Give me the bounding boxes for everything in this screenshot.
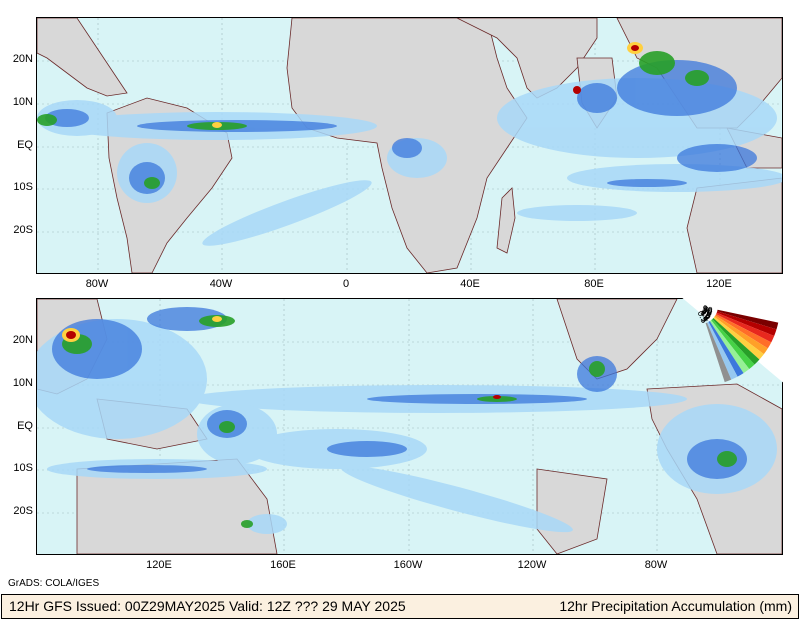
legend-value-label: 1 <box>699 315 710 324</box>
legend-color-wedge <box>714 315 768 355</box>
credit-label: GrADS: COLA/IGES <box>8 578 100 589</box>
bottom-map-panel <box>36 298 783 555</box>
bottom-lon-label: 120E <box>146 559 172 571</box>
legend-color-wedge <box>709 320 750 374</box>
bottom-map-graphic <box>37 299 782 554</box>
legend-color-wedge <box>711 319 755 370</box>
top-map-panel <box>36 17 783 274</box>
legend-color-wedge <box>716 312 775 343</box>
top-lat-label: 20N <box>12 53 33 65</box>
top-lon-label: 80E <box>584 278 604 290</box>
bottom-lat-label: 20N <box>12 334 33 346</box>
central-america-land <box>37 18 128 97</box>
top-precip-extreme <box>212 42 643 128</box>
small-land <box>536 468 608 554</box>
top-lat-label: EQ <box>17 139 33 151</box>
bottom-lon-label: 120W <box>517 559 547 571</box>
legend-color-wedge <box>708 321 744 377</box>
legend-value-label: 35 <box>700 305 714 319</box>
legend-value-label: 4 <box>700 314 711 324</box>
legend-value-label: 50 <box>700 305 713 318</box>
bottom-lat-label: 10N <box>12 377 33 389</box>
top-lat-label: 10N <box>12 96 33 108</box>
top-lon-label: 120E <box>706 278 732 290</box>
legend-wedges <box>705 309 779 383</box>
legend-color-wedge <box>713 316 764 360</box>
legend-value-label: 15 <box>699 307 713 321</box>
bottom-lon-label: 80W <box>644 559 668 571</box>
bottom-lat-label: 20S <box>13 505 33 517</box>
top-precip-moderate <box>45 60 757 194</box>
legend-color-wedge <box>715 314 772 349</box>
bottom-precip-extreme <box>62 316 501 399</box>
bottom-lon-label: 160W <box>393 559 423 571</box>
top-lat-label: 20S <box>13 224 33 236</box>
central-america-land <box>556 299 678 380</box>
legend-color-wedge <box>707 321 738 380</box>
legend-color-wedge <box>712 318 760 365</box>
legend-value-label: 25 <box>700 306 714 320</box>
footer-bar: 12Hr GFS Issued: 00Z29MAY2025 Valid: 12Z… <box>1 594 799 619</box>
top-lon-label: 0 <box>342 278 350 290</box>
top-lon-label: 40E <box>460 278 480 290</box>
legend-value-label: 12 <box>699 308 713 322</box>
top-lat-label: 10S <box>13 181 33 193</box>
australia-land <box>686 177 782 273</box>
bottom-lat-label: 10S <box>13 462 33 474</box>
legend-value-label: 8 <box>701 313 712 323</box>
legend-value-label: 90 <box>701 303 714 315</box>
top-lon-label: 40W <box>209 278 233 290</box>
product-title: 12hr Precipitation Accumulation (mm) <box>559 598 792 614</box>
bottom-lon-label: 160E <box>270 559 296 571</box>
top-map-graphic <box>37 18 782 273</box>
top-lon-label: 80W <box>85 278 109 290</box>
legend-value-label: 0.5 <box>696 309 710 324</box>
bottom-lat-label: EQ <box>17 420 33 432</box>
madagascar-land <box>496 187 516 254</box>
legend-color-wedge <box>717 309 779 330</box>
legend-value-label: 70 <box>701 304 714 317</box>
issue-valid-time: 12Hr GFS Issued: 00Z29MAY2025 Valid: 12Z… <box>9 598 406 614</box>
legend-color-wedge <box>716 311 777 336</box>
legend-color-wedge <box>705 322 732 383</box>
